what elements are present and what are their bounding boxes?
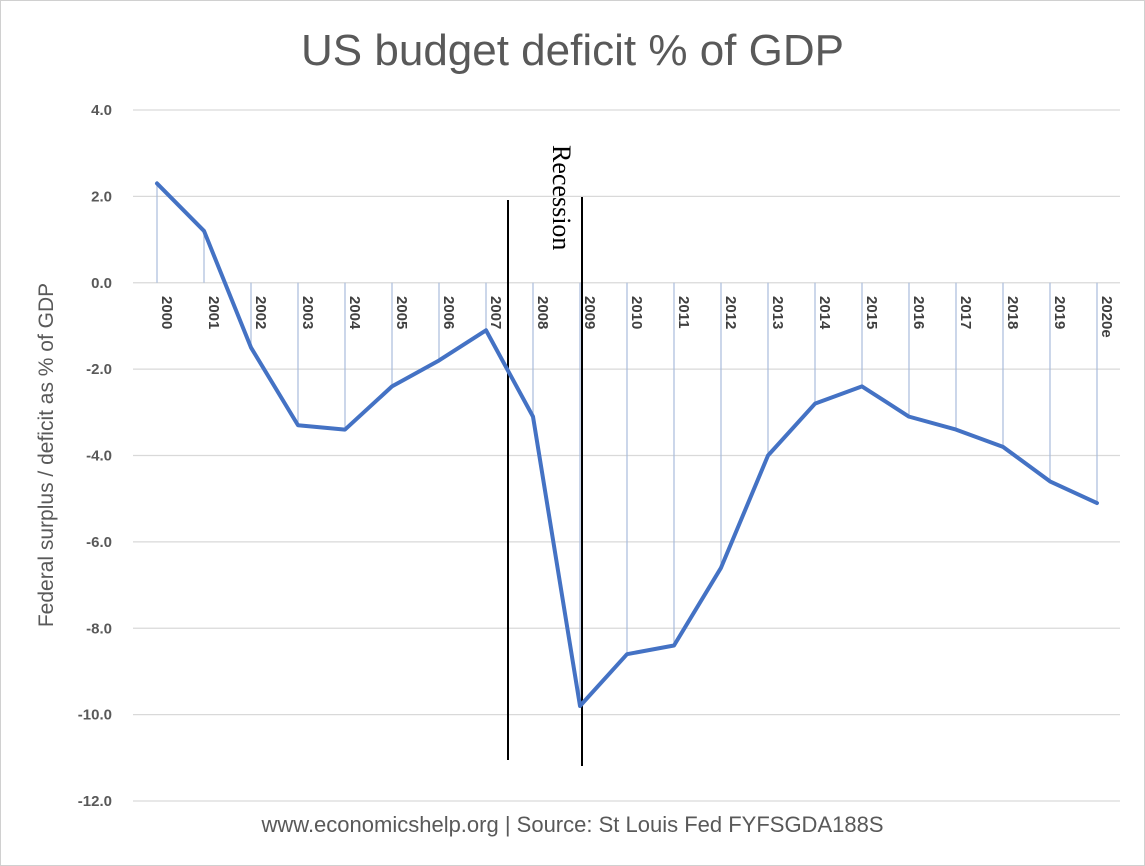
x-tick-label: 2013 (769, 296, 786, 329)
x-tick-label: 2007 (487, 296, 504, 329)
x-tick-label: 2004 (346, 296, 363, 330)
x-tick-label: 2009 (581, 296, 598, 329)
x-tick-label: 2017 (957, 296, 974, 329)
series-layer (155, 181, 1099, 708)
drop-lines (156, 183, 1098, 706)
chart-title: US budget deficit % of GDP (301, 26, 844, 75)
x-tick-label: 2008 (534, 296, 551, 329)
x-tick-label: 2019 (1051, 296, 1068, 329)
y-tick-label: -4.0 (86, 448, 112, 465)
x-tick-label: 2011 (675, 296, 692, 329)
x-tick-label: 2020e (1098, 296, 1115, 338)
x-tick-label: 2015 (863, 296, 880, 329)
y-tick-label: -8.0 (86, 620, 112, 637)
x-tick-label: 2000 (158, 296, 175, 329)
y-tick-label: -2.0 (86, 361, 112, 378)
x-tick-label: 2003 (299, 296, 316, 329)
recession-annotation: Recession (507, 145, 583, 766)
x-tick-label: 2001 (205, 296, 222, 329)
x-tick-label: 2010 (628, 296, 645, 329)
x-tick-label: 2014 (816, 296, 833, 330)
source-note: www.economicshelp.org | Source: St Louis… (261, 812, 884, 837)
x-tick-label: 2018 (1004, 296, 1021, 329)
x-tick-label: 2005 (393, 296, 410, 329)
x-tick-label: 2012 (722, 296, 739, 329)
y-tick-label: 4.0 (91, 102, 112, 119)
y-tick-label: -12.0 (78, 793, 112, 810)
y-tick-label: -10.0 (78, 707, 112, 724)
y-axis-ticks: 4.0 2.0 0.0 -2.0 -4.0 -6.0 -8.0 -10.0 -12.0 (78, 102, 112, 810)
x-tick-label: 2002 (252, 296, 269, 329)
x-tick-label: 2006 (440, 296, 457, 329)
x-tick-label: 2016 (910, 296, 927, 329)
y-axis-label: Federal surplus / deficit as % of GDP (35, 283, 58, 627)
series-line (155, 181, 1099, 708)
recession-label: Recession (547, 145, 576, 250)
y-tick-label: 2.0 (91, 188, 112, 205)
y-tick-label: 0.0 (91, 275, 112, 292)
x-axis-ticks: 2000 2001 2002 2003 2004 2005 2006 2007 2008 2009… (158, 296, 1115, 338)
y-tick-label: -6.0 (86, 534, 112, 551)
